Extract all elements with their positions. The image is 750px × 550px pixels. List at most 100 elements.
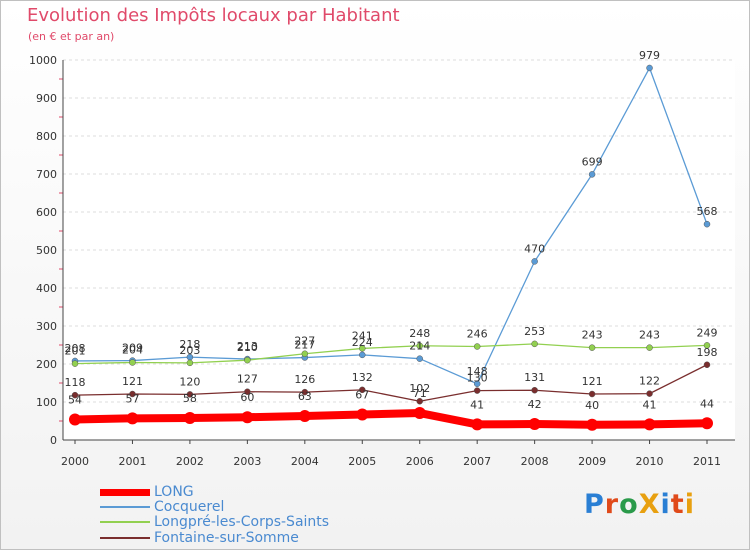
data-point-3 [301, 388, 309, 396]
x-tick-label: 2002 [176, 455, 204, 468]
y-tick-label: 200 [36, 358, 57, 371]
x-tick-label: 2000 [61, 455, 89, 468]
y-tick-label: 100 [36, 396, 57, 409]
data-label: 568 [697, 205, 718, 218]
data-point-3 [473, 387, 481, 394]
x-tick-label: 2009 [578, 455, 606, 468]
logo-letter: X [638, 489, 661, 520]
data-point-2 [473, 343, 481, 350]
data-label: 210 [237, 341, 258, 354]
data-point-0 [528, 418, 541, 431]
data-point-0 [69, 413, 81, 426]
data-point-3 [531, 386, 538, 394]
data-label: 40 [585, 399, 599, 412]
data-label: 67 [355, 389, 369, 402]
data-label: 224 [352, 336, 373, 349]
data-label: 979 [639, 49, 660, 62]
data-label: 198 [697, 346, 718, 359]
data-point-1 [703, 220, 711, 228]
legend-swatch-fontaine [100, 537, 150, 539]
series-line-0 [74, 409, 708, 429]
data-label: 208 [65, 342, 86, 355]
data-point-3 [71, 391, 79, 399]
data-label: 203 [179, 344, 200, 357]
data-label: 253 [524, 325, 545, 338]
data-point-1 [531, 258, 538, 265]
logo-letter: o [619, 489, 639, 520]
data-point-3 [244, 388, 251, 395]
data-point-0 [183, 411, 196, 424]
logo-letter: i [684, 489, 695, 520]
data-point-2 [129, 359, 136, 366]
data-point-2 [244, 356, 251, 364]
x-tick-label: 2005 [348, 455, 376, 468]
data-point-0 [241, 411, 254, 424]
data-label: 102 [409, 382, 430, 395]
data-label: 54 [68, 393, 82, 406]
data-label: 126 [294, 373, 315, 386]
data-point-0 [356, 408, 369, 421]
legend-item-long: LONG [100, 484, 194, 500]
data-label: 214 [409, 340, 430, 353]
data-point-2 [359, 345, 366, 352]
data-point-0 [701, 417, 713, 430]
data-label: 132 [352, 371, 373, 384]
logo-letter: r [604, 489, 620, 520]
data-point-3 [186, 391, 194, 398]
data-label: 44 [700, 397, 714, 410]
data-point-0 [586, 418, 599, 431]
data-label: 42 [528, 398, 542, 411]
legend-swatch-cocquerel [100, 506, 150, 508]
data-label: 121 [122, 375, 143, 388]
data-label: 60 [240, 391, 254, 404]
logo-letter: t [670, 489, 685, 520]
data-point-0 [298, 410, 311, 423]
data-label: 249 [697, 326, 718, 339]
data-label: 71 [413, 387, 427, 400]
y-tick-label: 300 [36, 320, 57, 333]
data-point-2 [646, 344, 653, 351]
x-tick-label: 2001 [118, 455, 146, 468]
data-point-0 [643, 418, 656, 431]
data-point-2 [416, 342, 423, 350]
data-point-2 [71, 360, 79, 367]
data-label: 57 [125, 392, 139, 405]
data-label: 209 [122, 342, 143, 355]
data-label: 148 [467, 365, 488, 378]
legend-item-fontaine: Fontaine-sur-Somme [100, 530, 299, 546]
data-point-1 [416, 355, 423, 362]
y-tick-label: 800 [36, 130, 57, 143]
series-line-2 [74, 343, 708, 365]
data-point-2 [588, 344, 596, 351]
x-tick-label: 2008 [521, 455, 549, 468]
x-tick-label: 2006 [406, 455, 434, 468]
legend-item-longpre: Longpré-les-Corps-Saints [100, 514, 329, 530]
data-label: 201 [65, 345, 86, 358]
data-label: 58 [183, 392, 197, 405]
x-tick-label: 2007 [463, 455, 491, 468]
series-line-1 [74, 67, 708, 385]
legend-label-long: LONG [154, 484, 194, 500]
data-point-0 [471, 418, 484, 431]
data-point-3 [359, 386, 366, 394]
series-line-3 [74, 364, 708, 402]
data-label: 41 [643, 398, 657, 411]
data-point-3 [588, 390, 596, 398]
data-point-1 [359, 351, 366, 359]
legend-label-cocquerel: Cocquerel [154, 499, 225, 515]
logo-letter: i [660, 489, 671, 520]
data-point-1 [473, 380, 481, 388]
data-point-1 [646, 64, 653, 72]
data-label: 131 [524, 371, 545, 384]
data-label: 130 [467, 372, 488, 385]
legend-label-longpre: Longpré-les-Corps-Saints [154, 514, 330, 530]
legend-swatch-longpre [100, 521, 150, 523]
data-label: 118 [65, 376, 86, 389]
proxiti-logo: ProXiti [584, 489, 695, 520]
legend-item-cocquerel: Cocquerel [100, 499, 224, 515]
data-label: 41 [470, 398, 484, 411]
data-point-2 [703, 342, 711, 349]
data-label: 227 [294, 335, 315, 348]
data-label: 241 [352, 329, 373, 342]
y-tick-label: 600 [36, 206, 57, 219]
